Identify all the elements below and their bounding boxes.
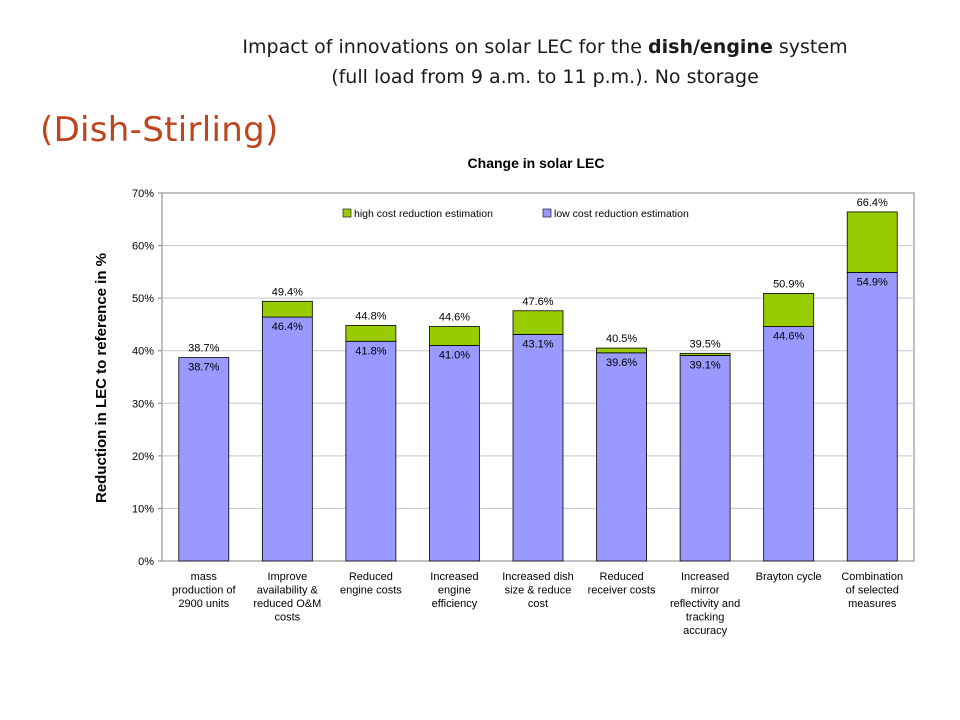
y-tick-label: 0%	[138, 556, 154, 568]
y-tick-label: 10%	[132, 503, 154, 515]
bar-high	[261, 300, 313, 318]
category-label: Increased	[681, 571, 729, 583]
category-label: 2900 units	[178, 598, 229, 610]
data-label-low: 39.6%	[606, 357, 637, 369]
legend-label-high: high cost reduction estimation	[354, 208, 493, 220]
data-labels: 38.7% 38.7% 49.4% 46.4% 44.8% 41.8% 44.6% 41.0%…	[188, 197, 888, 374]
y-tick-label: 70%	[132, 188, 154, 200]
bar-high	[596, 347, 647, 354]
category-label: engine	[438, 585, 471, 597]
bar-high	[763, 293, 815, 327]
legend-swatch-high	[342, 208, 352, 218]
category-label: accuracy	[683, 625, 728, 637]
category-label: costs	[274, 612, 300, 624]
data-label-low: 41.0%	[439, 349, 470, 361]
slide-title-line2: (full load from 9 a.m. to 11 p.m.). No s…	[331, 66, 759, 88]
category-label: Improve	[267, 571, 307, 583]
data-label-high: 44.8%	[355, 310, 386, 322]
legend-label-low: low cost reduction estimation	[554, 208, 689, 220]
slide-title: Impact of innovations on solar LEC for t…	[170, 32, 920, 92]
data-label-low: 43.1%	[522, 338, 553, 350]
category-label: size & reduce	[505, 585, 572, 597]
y-tick-label: 50%	[132, 293, 154, 305]
category-label: mass	[191, 571, 218, 583]
data-label-high: 49.4%	[272, 286, 303, 298]
category-label: reflectivity and	[670, 598, 740, 610]
bar-low	[429, 345, 480, 562]
chart-title: Change in solar LEC	[468, 155, 605, 171]
bar-high	[846, 211, 898, 273]
data-label-high: 40.5%	[606, 333, 637, 345]
data-label-low: 44.6%	[773, 331, 804, 343]
category-label: reduced O&M	[253, 598, 321, 610]
bar-high	[679, 352, 731, 356]
data-label-high: 38.7%	[188, 343, 219, 355]
bars	[178, 211, 898, 562]
data-label-low: 39.1%	[690, 359, 721, 371]
bar-high	[512, 310, 564, 335]
bar-low	[178, 357, 230, 562]
bar-high	[345, 325, 397, 342]
category-label: measures	[848, 598, 897, 610]
slide-subtitle: (Dish-Stirling)	[40, 110, 279, 150]
bar-low	[512, 334, 564, 562]
slide-title-line1-post: system	[772, 36, 848, 58]
category-label: Reduced	[600, 571, 644, 583]
category-label: tracking	[686, 612, 725, 624]
data-label-low: 41.8%	[355, 345, 386, 357]
category-label: Increased	[430, 571, 478, 583]
bar-high	[429, 326, 480, 346]
slide-title-line1-bold: dish/engine	[648, 36, 773, 58]
category-label: Combination	[841, 571, 903, 583]
category-label: availability &	[257, 585, 319, 597]
y-tick-label: 40%	[132, 346, 154, 358]
data-label-high: 47.6%	[522, 296, 553, 308]
category-label: production of	[172, 585, 237, 597]
slide-title-line1: Impact of innovations on solar LEC for t…	[170, 32, 920, 62]
slide-title-line1-pre: Impact of innovations on solar LEC for t…	[242, 36, 649, 58]
data-label-low: 54.9%	[857, 276, 888, 288]
y-axis-ticks: 0% 10% 20% 30% 40% 50% 60% 70%	[132, 188, 162, 568]
legend-swatch-low	[542, 208, 552, 218]
category-label: engine costs	[340, 585, 402, 597]
bar-low	[345, 340, 397, 562]
data-label-low: 46.4%	[272, 321, 303, 333]
category-label: Reduced	[349, 571, 393, 583]
category-label: cost	[528, 598, 548, 610]
category-label: Increased dish	[502, 571, 574, 583]
data-label-high: 50.9%	[773, 278, 804, 290]
y-tick-label: 60%	[132, 241, 154, 253]
legend: high cost reduction estimation low cost …	[342, 208, 689, 220]
bar-low	[261, 316, 313, 562]
category-label: Brayton cycle	[756, 571, 822, 583]
bar-low	[846, 271, 898, 562]
bar-low	[596, 352, 647, 562]
data-label-low: 38.7%	[188, 362, 219, 374]
data-label-high: 39.5%	[690, 338, 721, 350]
bar-low	[679, 355, 731, 562]
category-label: receiver costs	[588, 585, 656, 597]
category-label: efficiency	[432, 598, 478, 610]
y-axis-title: Reduction in LEC to reference in %	[93, 253, 110, 503]
y-tick-label: 20%	[132, 451, 154, 463]
data-label-high: 44.6%	[439, 312, 470, 324]
category-label: mirror	[691, 585, 720, 597]
bar-low	[763, 326, 815, 562]
category-label: of selected	[846, 585, 899, 597]
data-label-high: 66.4%	[857, 197, 888, 209]
y-tick-label: 30%	[132, 398, 154, 410]
